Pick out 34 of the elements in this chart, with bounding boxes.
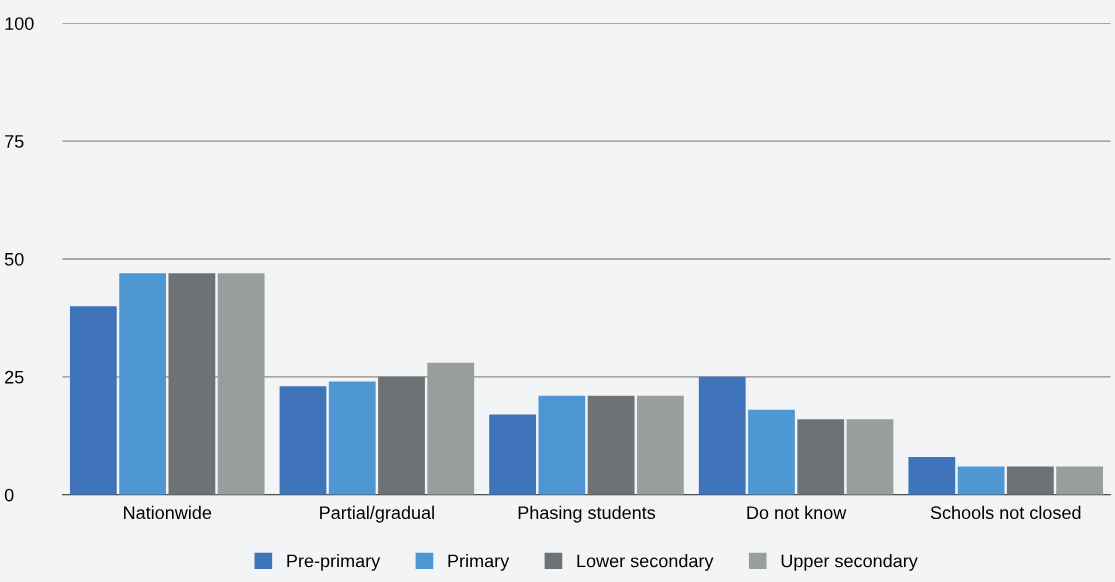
bar (908, 456, 956, 495)
legend-label: Lower secondary (577, 554, 714, 571)
bar (748, 409, 795, 495)
x-tick-label: Schools not closed (930, 505, 1081, 520)
bar (489, 414, 536, 495)
bar (279, 386, 327, 495)
x-tick-label: Partial/gradual (320, 505, 434, 523)
y-tick-label: 50 (4, 252, 24, 266)
bar (427, 362, 475, 495)
bar (846, 419, 894, 495)
legend-label: Primary (448, 554, 510, 571)
x-tick-label: Do not know (747, 505, 847, 520)
bar (957, 466, 1005, 495)
bar (538, 395, 586, 495)
bar (1006, 466, 1054, 495)
y-tick-label: 100 (5, 17, 34, 30)
bar (587, 395, 635, 495)
y-tick-label: 75 (5, 135, 24, 148)
bar (119, 273, 167, 495)
bar (636, 395, 684, 495)
x-tick-label: Nationwide (124, 505, 212, 520)
bar (328, 381, 376, 495)
bar (1056, 466, 1104, 495)
bar (217, 273, 265, 495)
legend-label: Pre-primary (287, 554, 381, 571)
y-tick-label: 25 (5, 370, 24, 384)
bar (168, 273, 216, 495)
bar (69, 306, 117, 495)
bar (378, 376, 425, 495)
y-tick-label: 0 (4, 488, 14, 502)
bar (797, 419, 845, 495)
legend-label: Upper secondary (781, 554, 918, 571)
bar (698, 376, 746, 495)
x-tick-label: Phasing students (518, 505, 656, 523)
